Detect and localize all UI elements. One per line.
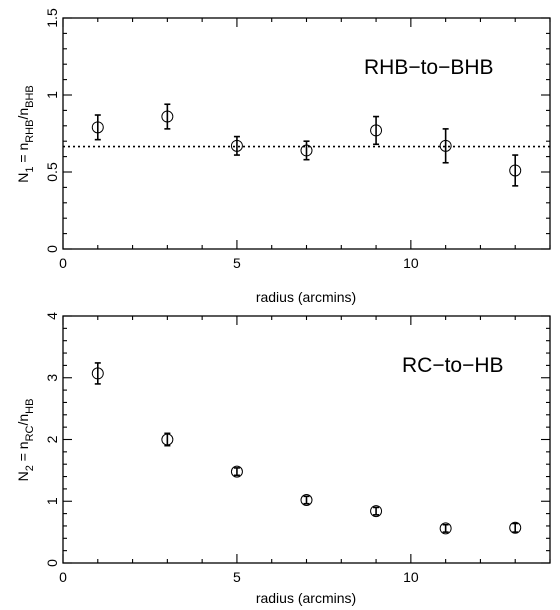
ylabel-main: N	[15, 471, 31, 481]
y-tick-label: 0.5	[44, 162, 60, 182]
panel-top: 0 5 10 0 0.5 1 1.5 RHB−to−BHB radius (arcmins)…	[15, 8, 551, 305]
ylabel-den-sub: BHB	[24, 85, 36, 108]
data-point	[300, 494, 313, 507]
y-tick-label: 0	[44, 245, 60, 253]
x-tick-label: 5	[233, 255, 241, 271]
x-tick-label: 10	[403, 569, 419, 585]
y-tick-label: 2	[44, 435, 60, 443]
ylabel-num-sub: RHB	[24, 120, 36, 143]
data-point	[509, 521, 522, 534]
panel-annotation: RHB−to−BHB	[364, 56, 494, 79]
data-point	[300, 144, 313, 157]
data-point	[161, 110, 174, 123]
data-point	[370, 505, 383, 518]
data-point	[509, 164, 522, 177]
data-point	[91, 121, 104, 134]
y-tick-label: 3	[44, 374, 60, 382]
ylabel-main: N	[15, 173, 31, 183]
data-point	[230, 465, 243, 478]
x-tick-label: 5	[233, 569, 241, 585]
ylabel-eq: = n	[15, 143, 31, 167]
ylabel-eq: = n	[15, 441, 31, 465]
ylabel-num-sub: RC	[24, 425, 36, 441]
axis-ticks	[62, 315, 551, 564]
x-tick-label: 10	[403, 255, 419, 271]
plot-frame	[62, 17, 551, 250]
data-point	[439, 522, 452, 535]
ylabel-sub: 2	[24, 465, 36, 471]
x-axis-label: radius (arcmins)	[256, 590, 356, 606]
data-point	[91, 367, 104, 380]
ylabel-den-sub: HB	[24, 399, 36, 414]
y-tick-label: 1	[44, 91, 60, 99]
data-points	[63, 103, 550, 187]
x-axis-label: radius (arcmins)	[256, 289, 356, 305]
data-point	[370, 124, 383, 137]
panel-annotation: RC−to−HB	[402, 354, 504, 377]
axis-ticks	[62, 17, 551, 250]
ylabel-slash: /n	[15, 108, 31, 120]
data-point	[439, 139, 452, 152]
y-axis-label: N2 = nRC/nHB	[15, 399, 36, 482]
tick-labels: 0 5 10 0 1 2 3 4	[44, 312, 419, 585]
x-tick-label: 0	[59, 255, 67, 271]
y-tick-label: 1	[44, 497, 60, 505]
x-tick-label: 0	[59, 569, 67, 585]
data-point	[230, 139, 243, 152]
y-tick-label: 0	[44, 559, 60, 567]
y-axis-label: N1 = nRHB/nBHB	[15, 85, 36, 183]
data-point	[161, 433, 174, 446]
y-tick-label: 1.5	[44, 8, 60, 28]
data-points	[91, 362, 522, 535]
ylabel-sub: 1	[24, 167, 36, 173]
ylabel-slash: /n	[15, 414, 31, 426]
y-tick-label: 4	[44, 312, 60, 320]
tick-labels: 0 5 10 0 0.5 1 1.5	[44, 8, 419, 271]
